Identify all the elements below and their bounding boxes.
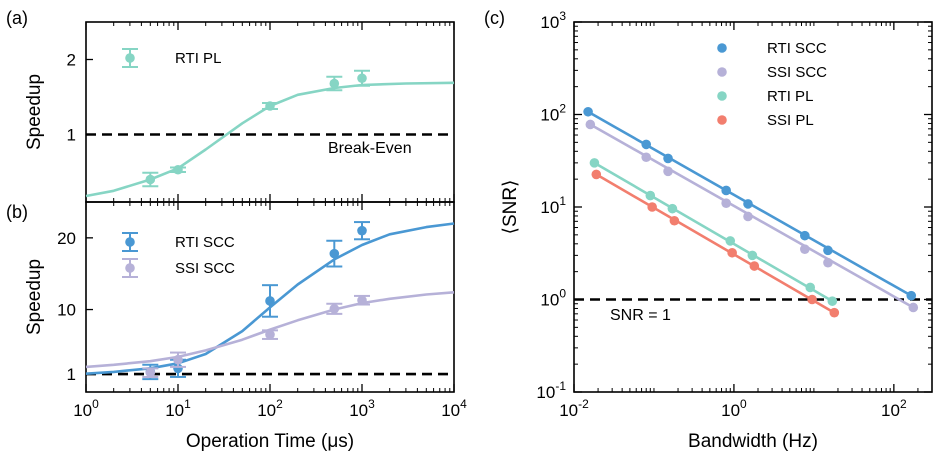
rti-scc-point — [329, 248, 340, 259]
panel-a-frame — [85, 21, 455, 203]
y-tick-label: 10 — [57, 301, 76, 320]
rti-pl-point — [329, 78, 340, 89]
ssi-pl-point — [669, 215, 680, 226]
panel-a-legend: RTI PL — [122, 48, 221, 68]
panel-c-label: (c) — [484, 8, 505, 28]
ssi-scc-point — [329, 304, 340, 314]
y-tick-label: 20 — [57, 229, 76, 248]
rti-scc-legend-label: RTI SCC — [175, 234, 235, 251]
rti-pl-point — [827, 296, 838, 306]
ssi-pl-legend-marker — [717, 115, 727, 125]
rti-scc-point — [663, 153, 673, 164]
y-tick-label: 101 — [540, 194, 566, 217]
rti-scc-point — [906, 290, 917, 301]
y-tick-label: 102 — [540, 102, 566, 125]
rti-scc-point — [265, 296, 275, 306]
ssi-scc-point — [743, 211, 753, 222]
panel-c-xlabel: Bandwidth (Hz) — [688, 431, 818, 452]
ssi-scc-point — [357, 295, 367, 306]
rti-pl-point — [645, 190, 656, 201]
rti-pl-point — [667, 203, 678, 214]
y-tick-label: 2 — [67, 51, 76, 70]
y-tick-label: 103 — [540, 9, 566, 32]
snr-one-label: SNR = 1 — [610, 307, 671, 324]
rti-pl-legend-label: RTI PL — [175, 50, 221, 67]
rti-pl-legend-marker — [125, 53, 135, 63]
ssi-pl-legend-label: SSI PL — [767, 112, 814, 129]
rti-pl-point — [173, 164, 183, 175]
ssi-scc-legend-label: SSI SCC — [767, 64, 827, 81]
rti-scc-legend-marker — [717, 43, 727, 53]
ssi-pl-point — [807, 294, 817, 305]
ssi-scc-point — [721, 198, 731, 208]
ssi-scc-point — [908, 302, 919, 313]
rti-pl-point — [805, 282, 816, 293]
panel-b-ylabel: Speedup — [24, 259, 45, 335]
rti-scc-point — [823, 245, 833, 256]
x-tick-label: 101 — [165, 397, 191, 420]
rti-scc-legend-label: RTI SCC — [767, 40, 827, 57]
rti-pl-point — [357, 73, 367, 84]
x-tick-label: 10-2 — [559, 397, 589, 420]
rti-pl-legend-label: RTI PL — [767, 88, 813, 105]
x-tick-label: 104 — [441, 397, 467, 420]
x-tick-label: 100 — [721, 397, 747, 420]
panel-b-legend: RTI SCC SSI SCC — [122, 232, 235, 278]
panel-a: (a) Speedup 1 2 Break-Even RTI PL — [6, 8, 455, 203]
ssi-scc-legend-label: SSI SCC — [175, 260, 235, 277]
panel-b-label: (b) — [6, 202, 28, 222]
rti-pl-point — [265, 101, 275, 111]
rti-scc-point — [583, 106, 593, 117]
rti-scc-point — [721, 185, 731, 196]
rti-scc-point — [743, 199, 753, 209]
ssi-pl-point — [647, 202, 657, 212]
x-tick-label: 103 — [349, 397, 375, 420]
ssi-pl-point — [727, 247, 737, 258]
rti-scc-legend-marker — [125, 237, 135, 247]
panel-a-ylabel: Speedup — [24, 74, 45, 150]
rti-scc-point — [800, 230, 810, 241]
rti-pl-point — [589, 158, 600, 168]
ssi-scc-point — [585, 119, 596, 130]
x-tick-label: 102 — [881, 397, 907, 420]
ssi-scc-point — [663, 166, 673, 177]
ssi-scc-point — [800, 244, 810, 254]
break-even-label: Break-Even — [328, 140, 412, 157]
panel-a-label: (a) — [6, 8, 28, 28]
rti-scc-point — [357, 225, 367, 236]
rti-pl-legend-marker — [717, 91, 727, 101]
x-tick-label: 100 — [73, 397, 99, 420]
panel-c-legend: RTI SCC SSI SCC RTI PL SSI PL — [717, 40, 827, 129]
panel-c-ylabel: ⟨SNR⟩ — [500, 180, 521, 235]
rti-pl-fit-line — [593, 161, 833, 303]
rti-scc-point — [641, 139, 652, 150]
ssi-scc-point — [145, 367, 156, 378]
y-tick-label: 10-1 — [536, 379, 566, 402]
ssi-scc-legend-marker — [717, 67, 727, 77]
ssi-pl-point — [829, 307, 840, 318]
ssi-pl-fit-line — [595, 173, 835, 314]
y-tick-label: 100 — [540, 287, 566, 310]
y-tick-label: 1 — [67, 365, 76, 384]
ssi-pl-point — [749, 261, 760, 271]
rti-pl-point — [145, 174, 156, 185]
panel-b-xlabel: Operation Time (μs) — [186, 431, 354, 452]
x-tick-label: 102 — [257, 397, 283, 420]
ssi-scc-point — [641, 152, 652, 163]
ssi-scc-legend-marker — [125, 263, 135, 273]
panel-c: (c) ⟨SNR⟩ 10-1 100 101 102 103 10-2 100 102 SNR… — [484, 8, 933, 452]
ssi-scc-point — [823, 257, 833, 268]
rti-pl-point — [747, 250, 758, 261]
y-tick-label: 1 — [67, 126, 76, 145]
ssi-scc-point — [173, 354, 183, 365]
ssi-pl-point — [591, 169, 602, 180]
ssi-scc-point — [265, 329, 275, 340]
panel-b: (b) Speedup 1 10 20 100 101 102 103 104 RTI SCC… — [6, 201, 467, 452]
rti-pl-point — [725, 236, 736, 246]
